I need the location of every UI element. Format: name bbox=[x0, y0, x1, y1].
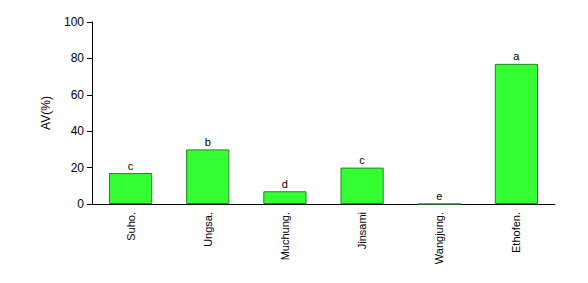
svg-text:Suho.: Suho. bbox=[125, 212, 137, 241]
svg-text:a: a bbox=[513, 50, 520, 62]
svg-text:Ungsa.: Ungsa. bbox=[202, 212, 214, 247]
svg-text:d: d bbox=[282, 178, 288, 190]
svg-text:c: c bbox=[128, 160, 134, 172]
svg-text:Jinsami: Jinsami bbox=[356, 212, 368, 249]
svg-text:0: 0 bbox=[77, 197, 84, 211]
svg-text:40: 40 bbox=[71, 124, 85, 138]
svg-text:100: 100 bbox=[64, 15, 84, 29]
svg-text:Ethofen.: Ethofen. bbox=[510, 212, 522, 253]
svg-text:c: c bbox=[359, 154, 365, 166]
svg-text:Wangjung.: Wangjung. bbox=[433, 212, 445, 264]
svg-text:Muchung.: Muchung. bbox=[279, 212, 291, 260]
svg-text:e: e bbox=[436, 190, 442, 202]
svg-text:60: 60 bbox=[71, 88, 85, 102]
svg-text:20: 20 bbox=[71, 161, 85, 175]
svg-text:80: 80 bbox=[71, 51, 85, 65]
svg-text:b: b bbox=[205, 136, 211, 148]
svg-text:AV(%): AV(%) bbox=[39, 96, 53, 130]
